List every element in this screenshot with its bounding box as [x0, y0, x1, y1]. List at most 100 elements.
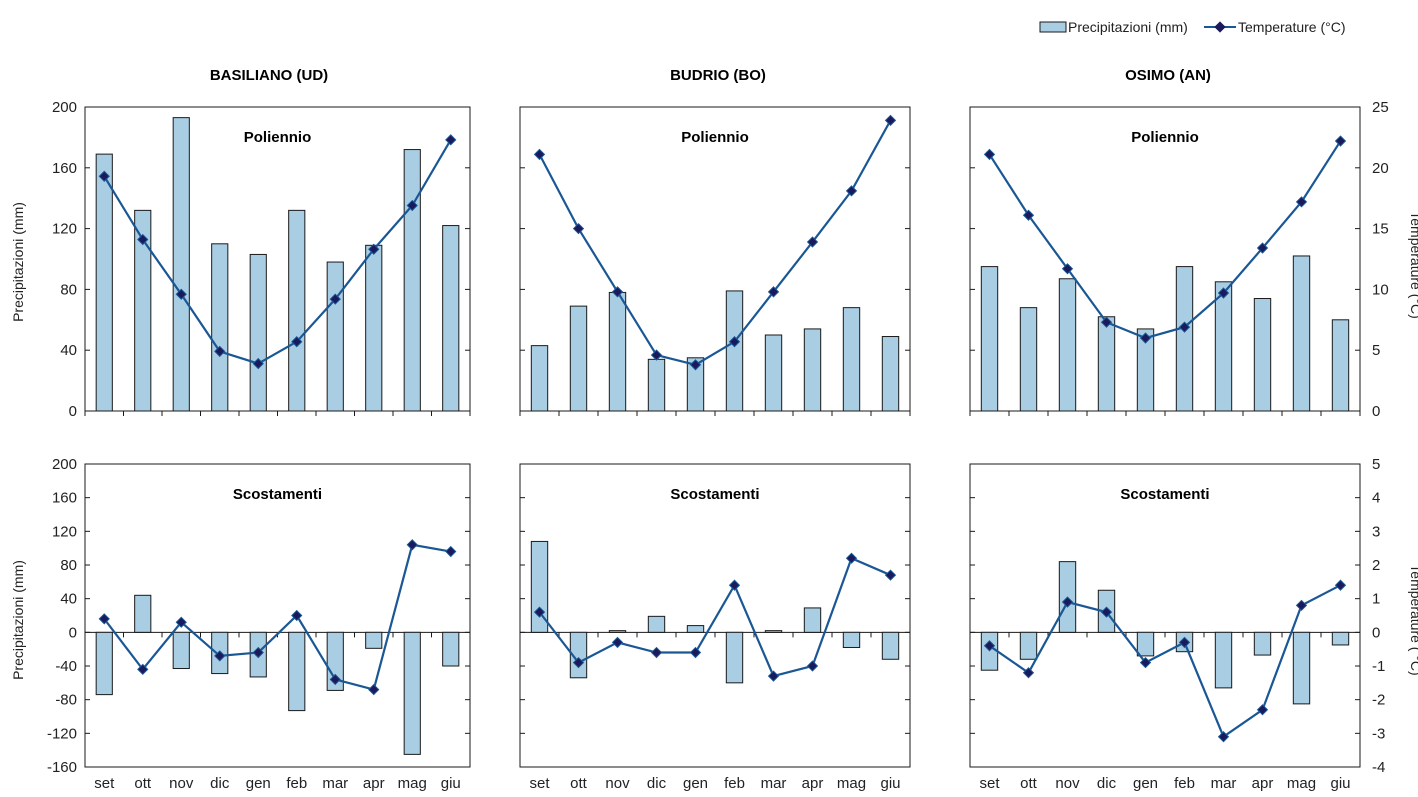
temperature-line	[988, 140, 1342, 340]
bar-mar	[1214, 281, 1233, 412]
bar-ott	[1019, 631, 1038, 660]
y-right-tick-label: 10	[1372, 281, 1389, 298]
x-tick-label: nov	[1055, 775, 1080, 792]
temperature-point-set	[983, 640, 996, 652]
legend-precip-swatch	[1039, 21, 1067, 33]
panel-budrio-scostamenti: Scostamenti set ott nov dic gen feb mar apr mag gi…	[519, 463, 911, 792]
legend: Precipitazioni (mm) Temperature (°C)	[1039, 19, 1346, 35]
bar-nov	[172, 631, 190, 670]
temperature-point-ott	[137, 663, 149, 676]
plot-frame	[84, 463, 471, 768]
legend-temp-marker	[1214, 21, 1226, 33]
bar-nov	[1058, 278, 1077, 412]
y-right-tick-label: -4	[1372, 759, 1385, 776]
y-left-tick-label: 120	[52, 221, 77, 238]
panel-osimo-poliennio: 25 20 15 10 5 0 Poliennio	[969, 99, 1389, 420]
bar-dic	[647, 358, 666, 412]
x-tick-label: dic	[210, 775, 230, 792]
left-axis-label-bottom: Precipitazioni (mm)	[10, 560, 26, 680]
bar-gen	[686, 625, 705, 633]
legend-precip-label: Precipitazioni (mm)	[1068, 19, 1188, 35]
bar-giu	[881, 631, 900, 660]
bar-gen	[249, 253, 267, 412]
x-tick-label: apr	[802, 775, 824, 792]
bar-ott	[1019, 307, 1038, 412]
y-left-tick-label: 40	[60, 342, 77, 359]
bar-apr	[803, 328, 822, 412]
temperature-point-mag	[1295, 196, 1308, 208]
temperature-point-feb	[728, 579, 741, 591]
temperature-point-gen	[252, 357, 264, 370]
bar-mar	[326, 631, 344, 691]
temperature-point-nov	[611, 636, 624, 649]
temperature-point-mar	[1217, 287, 1230, 299]
panel-budrio-poliennio: Poliennio	[519, 106, 911, 416]
temperature-point-giu	[884, 569, 897, 581]
station-title-osimo: OSIMO (AN)	[1125, 67, 1211, 84]
temperature-point-nov	[175, 288, 187, 300]
temperature-point-mag	[1295, 599, 1308, 612]
x-tick-label: mar	[761, 775, 787, 792]
y-right-tick-label: 0	[1372, 624, 1380, 641]
temperature-point-gen	[252, 646, 264, 659]
y-right-tick-label: 4	[1372, 490, 1380, 507]
bar-apr	[365, 631, 383, 649]
temperature-point-feb	[291, 336, 303, 348]
x-tick-label: set	[94, 775, 115, 792]
y-left-tick-label: 200	[52, 456, 77, 473]
bar-mag	[1292, 631, 1311, 705]
bar-ott	[569, 631, 588, 679]
temperature-point-apr	[806, 236, 819, 248]
bar-set	[95, 153, 113, 412]
temperature-point-set	[533, 148, 546, 161]
bar-nov	[608, 630, 627, 633]
panel-title: Scostamenti	[670, 486, 759, 503]
x-tick-label: mar	[1211, 775, 1237, 792]
temperature-point-feb	[728, 336, 741, 348]
y-right-tick-label: -1	[1372, 658, 1385, 675]
temperature-point-apr	[806, 660, 819, 672]
temperature-point-apr	[368, 683, 380, 696]
legend-temp-label: Temperature (°C)	[1238, 19, 1346, 35]
y-left-tick-label: 40	[60, 591, 77, 608]
temperature-point-mar	[329, 673, 341, 686]
x-tick-label: mag	[398, 775, 427, 792]
x-tick-label: gen	[246, 775, 271, 792]
bar-giu	[1331, 319, 1350, 412]
bar-set	[530, 345, 549, 412]
right-axis-label-bottom: Temperature ( °C)	[1408, 564, 1418, 675]
panel-title: Scostamenti	[233, 486, 322, 503]
temperature-point-mag	[845, 185, 858, 197]
temperature-line	[103, 543, 451, 691]
temperature-point-gen	[689, 646, 702, 659]
panel-osimo-scostamenti: 5 4 3 2 1 0 -1 -2 -3 -4 Scostamenti set ott nov dic gen…	[969, 456, 1385, 792]
x-tick-label: feb	[1174, 775, 1195, 792]
bar-gen	[1136, 328, 1155, 412]
temperature-point-set	[983, 148, 996, 161]
temperature-point-feb	[1178, 321, 1191, 333]
bar-dic	[1097, 316, 1116, 412]
temperature-line	[988, 584, 1342, 739]
panel-title: Poliennio	[1131, 129, 1199, 146]
temperature-point-mag	[406, 539, 418, 551]
temperature-point-giu	[445, 545, 457, 558]
panel-basiliano-poliennio: 200 160 120 80 40 0 Poliennio	[52, 99, 471, 420]
bar-mar	[764, 334, 783, 412]
bar-mag	[842, 631, 861, 648]
y-left-tick-label: 80	[60, 557, 77, 574]
bar-giu	[442, 631, 460, 667]
plot-frame	[519, 463, 911, 768]
bar-dic	[647, 615, 666, 633]
x-tick-label: mar	[322, 775, 348, 792]
bar-set	[95, 631, 113, 696]
bar-feb	[1175, 266, 1194, 412]
temperature-point-feb	[291, 609, 303, 622]
temperature-point-giu	[884, 114, 897, 127]
right-axis-label-top: Temperature (°C)	[1408, 211, 1418, 319]
panel-title: Poliennio	[681, 129, 749, 146]
y-left-tick-label: -80	[55, 692, 77, 709]
temperature-point-mag	[406, 199, 418, 212]
bar-feb	[725, 290, 744, 412]
y-right-tick-label: 5	[1372, 456, 1380, 473]
